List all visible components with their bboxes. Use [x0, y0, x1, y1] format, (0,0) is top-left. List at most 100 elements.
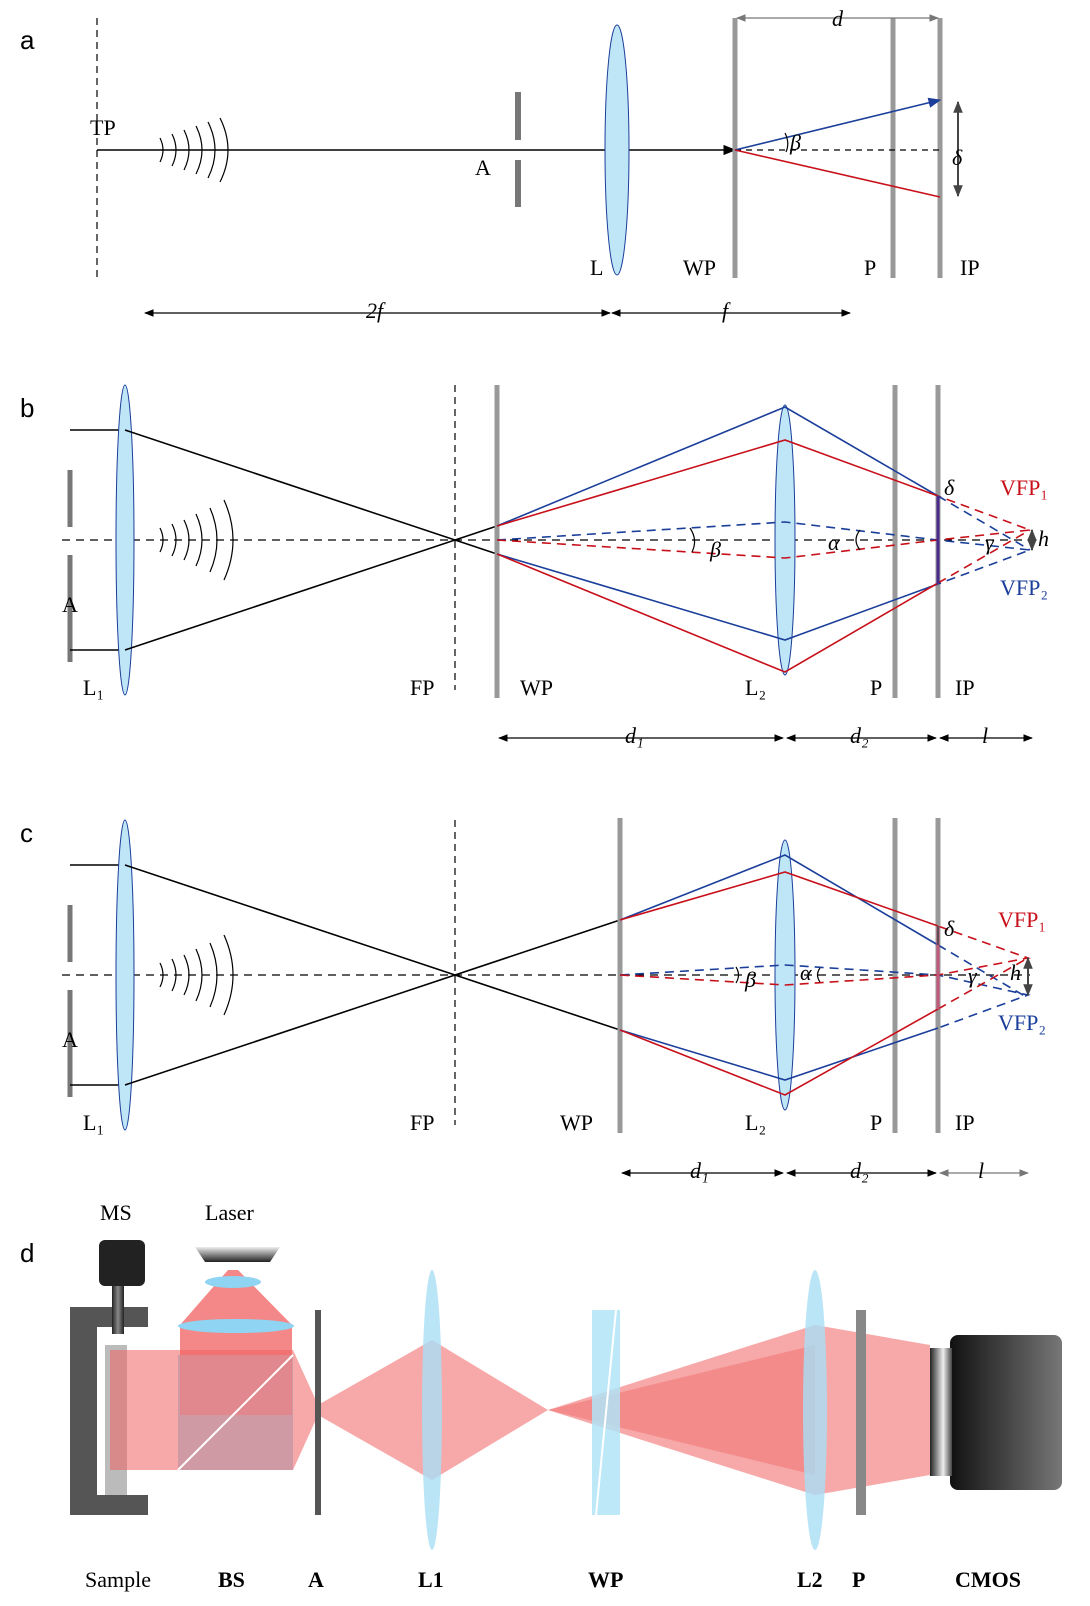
label-d2: d₂ [850, 723, 869, 748]
panel-c-shape [619, 925, 1032, 1029]
panel-c-shape-shape [223, 934, 234, 1016]
panel-d-shape [548, 1345, 815, 1475]
label-alpha: α [828, 530, 840, 555]
panel-c-shape [159, 934, 234, 1016]
panel-b-shape [124, 525, 498, 651]
panel-b-shape [496, 439, 939, 527]
label-vfp1: VFP₁ [998, 907, 1046, 932]
panel-c-shape-shape [209, 942, 218, 1008]
label-l: l [978, 1158, 984, 1183]
panel-b-shape [689, 527, 696, 553]
panel-a-shape-shape [219, 117, 229, 183]
label-delta: δ [952, 145, 963, 170]
panel-c-shape [619, 854, 939, 946]
label-d2: d₂ [850, 1158, 869, 1183]
label-ip: IP [955, 1110, 975, 1135]
label-label: b [20, 393, 34, 423]
panel-c-shape [735, 966, 740, 984]
panel-a-shape-shape [195, 125, 203, 175]
panel-d-shape [548, 1325, 930, 1495]
panel-d-shape [99, 1240, 145, 1286]
panel-b-shape-shape [171, 523, 177, 557]
label-a: A [308, 1567, 324, 1592]
panel-c-shape-shape [183, 954, 190, 996]
label-beta: β [744, 967, 756, 992]
label-l2: L₂ [745, 1110, 766, 1135]
panel-c-shape [619, 1027, 939, 1081]
panel-b-shape-shape [223, 499, 234, 581]
label-l1: L₁ [83, 1110, 104, 1135]
panel-c [62, 818, 1033, 1177]
panel-a-shape [159, 117, 229, 183]
panel-d-shape [803, 1270, 827, 1550]
panel-b-shape-shape [496, 521, 1031, 585]
panel-b-shape [124, 429, 498, 555]
label-gamma: γ [968, 963, 978, 988]
label-p: P [852, 1567, 865, 1592]
label-d1: d₁ [625, 723, 644, 748]
panel-d-shape [318, 1340, 432, 1480]
label-two-f: 2f [366, 298, 386, 323]
panel-b-shape-shape [496, 495, 1031, 559]
label-l: L [590, 255, 603, 280]
panel-b-shape-shape [159, 527, 164, 553]
panel-b [62, 384, 1037, 742]
label-ip: IP [960, 255, 980, 280]
label-h: h [1010, 960, 1021, 985]
label-ms: MS [100, 1200, 132, 1225]
panel-b-shape-shape [195, 513, 203, 567]
panel-d-shape [180, 1270, 292, 1325]
panel-c-shape-shape [937, 944, 1029, 999]
label-vfp1: VFP₁ [1000, 475, 1048, 500]
label-gamma: γ [985, 530, 995, 555]
panel-a-shape-shape [159, 137, 164, 163]
panel-d-shape [930, 1348, 952, 1476]
label-delta: δ [944, 916, 955, 941]
panel-d-shape [432, 1340, 548, 1480]
panel-a-shape [784, 132, 789, 153]
label-label: c [20, 818, 33, 848]
panel-a-shape-shape [207, 121, 216, 179]
panel-c-shape [619, 1008, 939, 1096]
label-tp: TP [90, 115, 116, 140]
panel-d-shape [315, 1310, 321, 1515]
label-l2: L₂ [745, 675, 766, 700]
panel-d-shape [70, 1307, 148, 1515]
label-l1: L1 [418, 1567, 444, 1592]
label-wp: WP [560, 1110, 593, 1135]
panel-c-shape-shape [937, 957, 1029, 1010]
panel-a [96, 14, 963, 317]
label-l: l [982, 723, 988, 748]
panel-b-shape [774, 404, 796, 676]
panel-c-shape [124, 919, 621, 1086]
label-beta: β [709, 537, 721, 562]
panel-d-shape [112, 1282, 124, 1334]
panel-c-shape [115, 819, 135, 1131]
panel-b-shape-shape [209, 507, 218, 573]
panel-a-shape-shape [171, 133, 177, 167]
panel-a-shape-shape [183, 129, 190, 171]
panel-b-shape [115, 384, 135, 696]
label-label: a [20, 25, 35, 55]
panel-b-shape-shape [183, 519, 190, 561]
panel-d-shape [856, 1310, 866, 1515]
label-fp: FP [410, 675, 434, 700]
panel-d-shape [177, 1354, 294, 1471]
label-beta: β [789, 130, 801, 155]
panel-a-shape [734, 97, 942, 151]
panel-c-shape-shape [171, 958, 177, 992]
label-l2: L2 [797, 1567, 823, 1592]
label-alpha: α [800, 960, 812, 985]
label-l1: L₁ [83, 675, 104, 700]
label-label: d [20, 1238, 34, 1268]
label-h: h [1038, 526, 1049, 551]
label-wp: WP [520, 675, 553, 700]
label-d1: d₁ [690, 1158, 709, 1183]
label-delta: δ [944, 475, 955, 500]
panel-d [70, 1240, 1062, 1550]
label-p: P [864, 255, 876, 280]
panel-c-shape [774, 839, 796, 1111]
panel-d-shape [595, 1309, 617, 1516]
